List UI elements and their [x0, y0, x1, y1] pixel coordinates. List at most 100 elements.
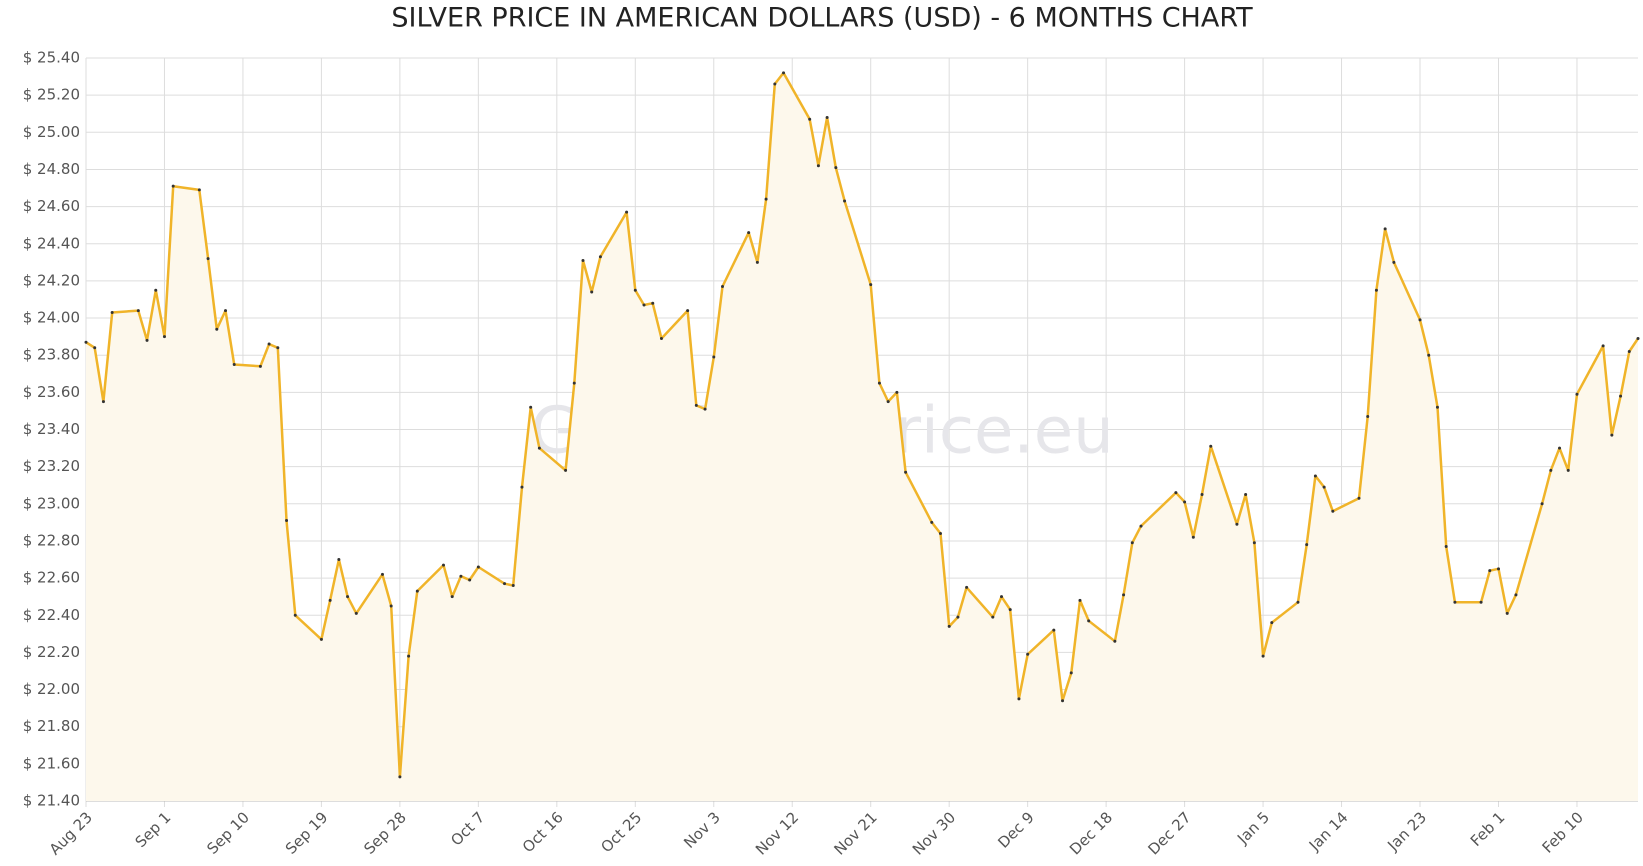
point: [1078, 598, 1082, 602]
y-tick-label: $ 23.20: [23, 457, 80, 475]
point: [224, 309, 228, 313]
point: [93, 346, 97, 350]
point: [232, 362, 236, 366]
point: [529, 405, 533, 409]
x-tick-label: Sep 19: [282, 808, 332, 858]
y-tick-label: $ 25.40: [23, 49, 80, 67]
point: [1087, 619, 1091, 623]
point: [354, 611, 358, 615]
point: [1305, 543, 1309, 547]
point: [1488, 569, 1492, 573]
x-tick-label: Sep 28: [360, 808, 410, 858]
x-tick-label: Feb 10: [1539, 808, 1587, 856]
point: [1322, 485, 1326, 489]
y-tick-label: $ 22.40: [23, 606, 80, 624]
y-tick-label: $ 23.00: [23, 494, 80, 512]
point: [459, 574, 463, 578]
area: [86, 72, 1638, 801]
point: [1453, 600, 1457, 604]
point: [407, 654, 411, 658]
point: [816, 164, 820, 168]
point: [1139, 524, 1143, 528]
point: [1514, 593, 1518, 597]
point: [1069, 671, 1073, 675]
point: [712, 355, 716, 359]
point: [476, 565, 480, 569]
point: [1209, 444, 1213, 448]
x-tick-label: Oct 16: [519, 808, 567, 856]
point: [1496, 567, 1500, 571]
point: [581, 258, 585, 262]
point: [154, 288, 158, 292]
point: [1252, 541, 1256, 545]
point: [206, 257, 210, 261]
point: [1191, 535, 1195, 539]
point: [1427, 353, 1431, 357]
point: [450, 595, 454, 599]
point: [328, 598, 332, 602]
line: [85, 71, 1640, 779]
y-tick-label: $ 23.80: [23, 346, 80, 364]
point: [1636, 336, 1640, 340]
point: [1575, 392, 1579, 396]
x-tick-label: Jan 14: [1305, 808, 1352, 855]
point: [1357, 496, 1361, 500]
point: [572, 381, 576, 385]
point: [1244, 493, 1248, 497]
point: [1017, 697, 1021, 701]
point: [441, 563, 445, 567]
point: [276, 346, 280, 350]
point: [1235, 522, 1239, 526]
point: [1383, 227, 1387, 231]
x-tick-label: Nov 3: [680, 808, 724, 852]
x-tick-label: Nov 30: [909, 808, 959, 858]
point: [1008, 608, 1012, 612]
point: [1627, 349, 1631, 353]
point: [1174, 491, 1178, 495]
x-tick-label: Dec 9: [994, 808, 1037, 851]
point: [1026, 652, 1030, 656]
point: [267, 342, 271, 346]
point: [956, 615, 960, 619]
y-tick-label: $ 24.80: [23, 160, 80, 178]
x-tick-label: Sep 10: [203, 808, 253, 858]
point: [625, 210, 629, 214]
x-tick-label: Dec 27: [1144, 808, 1194, 858]
point: [337, 558, 341, 562]
point: [1061, 699, 1065, 703]
point: [1270, 621, 1274, 625]
y-tick-label: $ 23.40: [23, 420, 80, 438]
point: [843, 199, 847, 203]
point: [197, 188, 201, 192]
y-tick-label: $ 21.60: [23, 754, 80, 772]
chart-title: SILVER PRICE IN AMERICAN DOLLARS (USD) -…: [391, 3, 1253, 34]
point: [773, 82, 777, 86]
point: [1549, 468, 1553, 472]
point: [1418, 318, 1422, 322]
point: [755, 260, 759, 264]
point: [398, 775, 402, 779]
point: [110, 310, 114, 314]
point: [1052, 628, 1056, 632]
point: [1505, 611, 1509, 615]
y-tick-label: $ 24.20: [23, 271, 80, 289]
point: [947, 624, 951, 628]
point: [380, 572, 384, 576]
point: [293, 613, 297, 617]
point: [1435, 405, 1439, 409]
point: [904, 470, 908, 474]
point: [389, 604, 393, 608]
point: [215, 327, 219, 331]
point: [1610, 433, 1614, 437]
point: [564, 468, 568, 472]
x-tick-label: Jan 5: [1233, 808, 1273, 848]
point: [1366, 414, 1370, 418]
point: [1479, 600, 1483, 604]
point: [965, 585, 969, 589]
point: [782, 71, 786, 75]
point: [136, 309, 140, 313]
point: [258, 364, 262, 368]
point: [1558, 446, 1562, 450]
point: [886, 400, 890, 404]
